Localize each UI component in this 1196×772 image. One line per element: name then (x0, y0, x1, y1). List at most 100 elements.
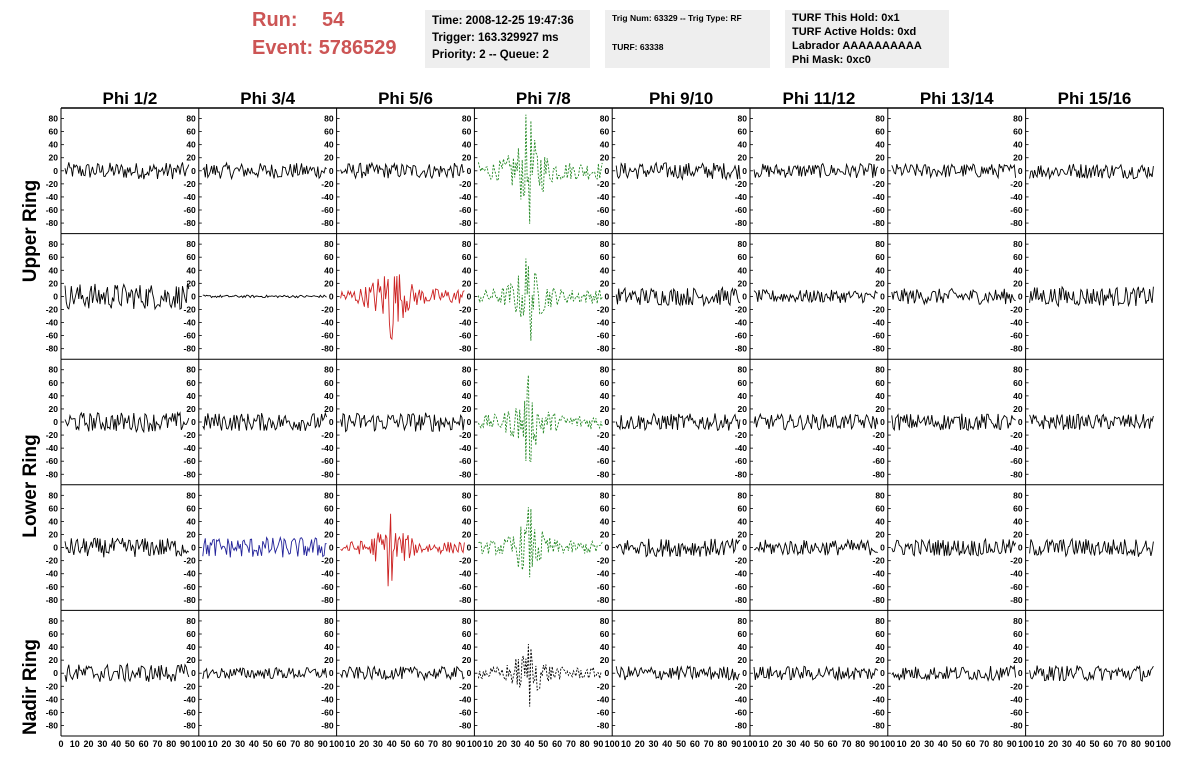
y-tick-label: 20 (462, 278, 472, 288)
y-tick-label: -20 (321, 430, 334, 440)
y-tick-label: -80 (46, 469, 59, 479)
y-tick-label: -20 (597, 681, 610, 691)
y-tick-label: -60 (1010, 205, 1023, 215)
event-label: Event: (252, 37, 314, 59)
x-tick-label: 10 (70, 739, 80, 749)
x-tick-label: 10 (208, 739, 218, 749)
y-tick-label: 20 (1013, 404, 1023, 414)
y-tick-label: 20 (875, 655, 885, 665)
y-tick-label: -80 (184, 720, 197, 730)
y-tick-label: 20 (324, 278, 334, 288)
y-tick-label: -80 (459, 595, 472, 605)
y-tick-label: -40 (597, 192, 610, 202)
y-tick-label: 40 (49, 516, 59, 526)
y-tick-label: 20 (600, 404, 610, 414)
y-tick-label: -60 (184, 205, 197, 215)
y-tick-label: 0 (880, 668, 885, 678)
y-tick-label: 80 (49, 114, 59, 124)
y-tick-label: -20 (459, 681, 472, 691)
y-tick-label: 80 (49, 365, 59, 375)
x-tick-label: 60 (690, 739, 700, 749)
x-tick-label: 100 (467, 739, 482, 749)
y-tick-label: -40 (1010, 569, 1023, 579)
x-tick-label: 60 (276, 739, 286, 749)
waveform-trace (340, 274, 465, 341)
y-tick-label: 60 (1013, 127, 1023, 137)
x-tick-label: 20 (773, 739, 783, 749)
x-tick-label: 20 (359, 739, 369, 749)
y-tick-label: -20 (184, 179, 197, 189)
y-tick-label: -40 (735, 694, 748, 704)
y-tick-label: -60 (46, 707, 59, 717)
y-tick-label: -80 (1010, 720, 1023, 730)
y-tick-label: 20 (600, 530, 610, 540)
y-tick-label: 80 (875, 490, 885, 500)
y-tick-label: 20 (462, 153, 472, 163)
y-tick-label: 40 (186, 391, 196, 401)
y-tick-label: 40 (738, 391, 748, 401)
y-tick-label: -40 (873, 569, 886, 579)
run-label: Run: (252, 9, 298, 31)
y-tick-label: 40 (186, 516, 196, 526)
y-tick-label: 0 (742, 166, 747, 176)
x-tick-label: 70 (841, 739, 851, 749)
waveform-trace (1029, 285, 1154, 308)
y-tick-label: -20 (735, 430, 748, 440)
y-tick-label: -40 (459, 318, 472, 328)
y-tick-label: -80 (597, 218, 610, 228)
time-info-box: Time: 2008-12-25 19:47:36 Trigger: 163.3… (425, 10, 590, 68)
y-tick-label: -80 (321, 720, 334, 730)
y-tick-label: -80 (597, 469, 610, 479)
y-tick-label: 20 (1013, 530, 1023, 540)
y-tick-label: -40 (321, 318, 334, 328)
x-tick-label: 20 (635, 739, 645, 749)
x-tick-label: 40 (1076, 739, 1086, 749)
y-tick-label: -60 (184, 456, 197, 466)
y-tick-label: 60 (186, 629, 196, 639)
waveform-trace (1029, 537, 1154, 558)
x-tick-label: 70 (290, 739, 300, 749)
x-tick-label: 20 (84, 739, 94, 749)
y-tick-label: 20 (324, 153, 334, 163)
y-tick-label: -40 (459, 443, 472, 453)
y-tick-label: -60 (1010, 331, 1023, 341)
y-tick-label: 40 (186, 140, 196, 150)
y-tick-label: -40 (184, 694, 197, 704)
y-tick-label: 20 (738, 404, 748, 414)
y-tick-label: 20 (1013, 278, 1023, 288)
y-tick-label: -40 (597, 443, 610, 453)
y-tick-label: -20 (597, 430, 610, 440)
y-tick-label: -60 (321, 582, 334, 592)
y-tick-label: 0 (329, 668, 334, 678)
x-tick-label: 30 (373, 739, 383, 749)
y-tick-label: 80 (738, 239, 748, 249)
x-tick-label: 20 (497, 739, 507, 749)
waveform-trace (615, 161, 741, 181)
y-tick-label: -60 (46, 456, 59, 466)
y-tick-label: -20 (459, 556, 472, 566)
y-tick-label: -60 (735, 582, 748, 592)
y-tick-label: 60 (1013, 378, 1023, 388)
column-header: Phi 15/16 (1058, 89, 1132, 108)
y-tick-label: -60 (735, 707, 748, 717)
waveform-trace (891, 537, 1017, 557)
event-value: 5786529 (318, 37, 397, 59)
x-tick-label: 10 (1034, 739, 1044, 749)
y-tick-label: -20 (321, 179, 334, 189)
y-tick-label: 20 (875, 153, 885, 163)
x-tick-label: 20 (1048, 739, 1058, 749)
y-tick-label: 0 (604, 543, 609, 553)
y-tick-label: 80 (49, 616, 59, 626)
y-tick-label: -40 (459, 569, 472, 579)
y-tick-label: -40 (597, 569, 610, 579)
x-tick-label: 60 (139, 739, 149, 749)
x-tick-label: 100 (605, 739, 620, 749)
y-tick-label: -80 (321, 595, 334, 605)
y-tick-label: -60 (873, 205, 886, 215)
y-tick-label: 60 (738, 503, 748, 513)
x-tick-label: 60 (414, 739, 424, 749)
y-tick-label: 80 (462, 114, 472, 124)
y-tick-label: -40 (1010, 318, 1023, 328)
y-tick-label: -40 (184, 569, 197, 579)
turf-info-box: TURF This Hold: 0x1 TURF Active Holds: 0… (785, 10, 949, 68)
